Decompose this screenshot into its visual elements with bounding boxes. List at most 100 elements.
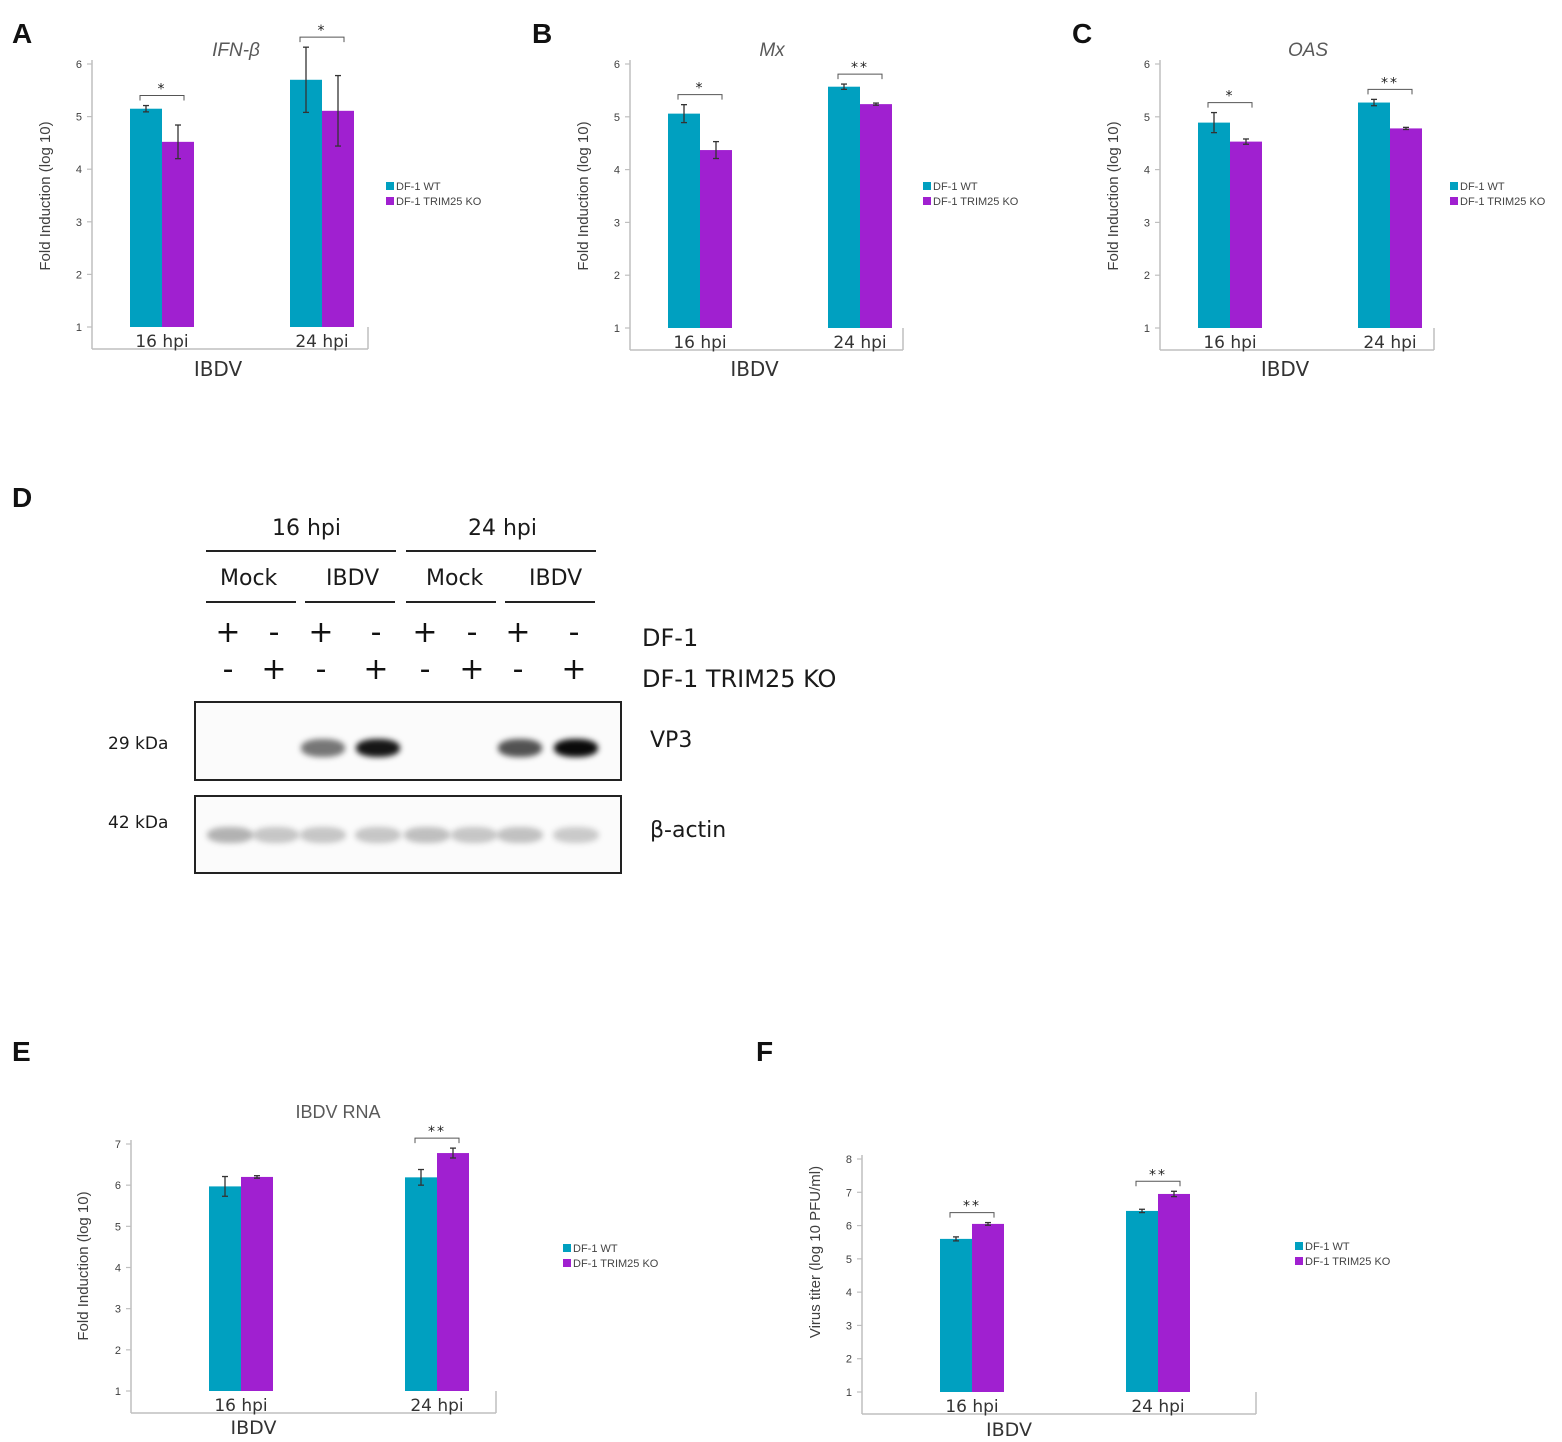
blot-kda-42: 42 kDa bbox=[108, 813, 169, 833]
y-tick-label: 2 bbox=[846, 1354, 852, 1366]
actin-band-lane-1 bbox=[207, 827, 253, 843]
blot-vp3-label: VP3 bbox=[650, 728, 693, 753]
legend-swatch-wt bbox=[1450, 182, 1458, 190]
x-tick-label: 16 hpi bbox=[945, 1397, 998, 1417]
x-tick-label: 16 hpi bbox=[673, 333, 726, 353]
y-tick-label: 7 bbox=[115, 1139, 121, 1151]
blot-divider-mock-1 bbox=[206, 601, 296, 603]
bar-ko-16-hpi bbox=[1230, 141, 1262, 328]
y-tick-label: 5 bbox=[846, 1254, 852, 1266]
blot-divider-ibdv-1 bbox=[305, 601, 395, 603]
blot-divider-24hpi bbox=[406, 550, 596, 552]
x-axis-label: IBDV bbox=[1261, 357, 1310, 381]
df1-sign-lane-2: - bbox=[268, 615, 280, 650]
bar-wt-16-hpi bbox=[130, 108, 162, 328]
legend-label-ko: DF-1 TRIM25 KO bbox=[396, 196, 482, 208]
actin-band-lane-5 bbox=[404, 827, 450, 843]
bar-ko-16-hpi bbox=[162, 141, 194, 327]
chart-title: Mx bbox=[759, 40, 786, 61]
bar-wt-16-hpi bbox=[940, 1238, 972, 1392]
vp3-band-lane-8 bbox=[554, 739, 598, 757]
y-tick-label: 2 bbox=[76, 269, 82, 281]
df1-sign-lane-1: + bbox=[215, 615, 241, 650]
y-tick-label: 4 bbox=[846, 1287, 852, 1299]
significance-label: * bbox=[696, 81, 705, 97]
y-axis-label: Fold Induction (log 10) bbox=[37, 121, 54, 270]
significance-bracket bbox=[139, 95, 185, 101]
legend-label-ko: DF-1 TRIM25 KO bbox=[1460, 196, 1546, 208]
df1-sign-lane-7: + bbox=[505, 615, 531, 650]
blot-condition-mock-2: Mock bbox=[426, 566, 484, 591]
vp3-band-lane-4 bbox=[356, 739, 400, 757]
chart-title: OAS bbox=[1288, 40, 1328, 61]
ko-sign-lane-7: - bbox=[512, 652, 524, 687]
chart-group-e: 1 2 3 4 5 6 7 Fold Induction (log 10) IBDV RNA 16… bbox=[75, 1102, 659, 1439]
y-axis-label: Fold Induction (log 10) bbox=[575, 121, 592, 270]
ko-sign-lane-1: - bbox=[222, 652, 234, 687]
df1-sign-lane-8: - bbox=[568, 615, 580, 650]
panel-letter-e: E bbox=[12, 1036, 31, 1067]
panel-letter-b: B bbox=[532, 18, 553, 49]
legend-swatch-wt bbox=[1295, 1242, 1303, 1250]
legend-label-wt: DF-1 WT bbox=[573, 1243, 618, 1255]
chart-group-b: 1 2 3 4 5 6 Fold Induction (log 10) Mx * 16 hpi **… bbox=[575, 40, 1019, 381]
legend-label-wt: DF-1 WT bbox=[933, 181, 978, 193]
panel-letter-d: D bbox=[12, 482, 33, 513]
panel-letter-f: F bbox=[756, 1036, 774, 1067]
x-tick-label: 16 hpi bbox=[1203, 333, 1256, 353]
bar-wt-24-hpi bbox=[290, 79, 322, 327]
y-tick-label: 5 bbox=[115, 1221, 121, 1233]
y-tick-label: 4 bbox=[1144, 165, 1150, 177]
chart-title: IBDV RNA bbox=[295, 1102, 380, 1122]
x-tick-label: 24 hpi bbox=[833, 333, 886, 353]
chart-group-a: 1 2 3 4 5 6 Fold Induction (log 10) IFN-β * 16 hp… bbox=[37, 23, 482, 381]
panel-letter-c: C bbox=[1072, 18, 1093, 49]
y-tick-label: 1 bbox=[1144, 323, 1150, 335]
actin-band-lane-3 bbox=[300, 827, 346, 843]
x-axis-label: IBDV bbox=[231, 1417, 277, 1439]
y-axis-label: Fold Induction (log 10) bbox=[75, 1191, 92, 1340]
significance-bracket bbox=[1207, 102, 1253, 108]
blot-condition-ibdv-1: IBDV bbox=[326, 566, 380, 591]
legend-label-ko: DF-1 TRIM25 KO bbox=[933, 196, 1019, 208]
significance-label: * bbox=[1226, 89, 1235, 105]
y-tick-label: 5 bbox=[614, 112, 620, 124]
vp3-band-lane-3 bbox=[301, 739, 345, 757]
y-tick-label: 1 bbox=[76, 322, 82, 334]
significance-bracket bbox=[299, 36, 345, 43]
y-tick-label: 1 bbox=[846, 1387, 852, 1399]
significance-label: ** bbox=[1149, 1167, 1167, 1183]
legend-label-ko: DF-1 TRIM25 KO bbox=[1305, 1256, 1391, 1268]
y-tick-label: 7 bbox=[846, 1187, 852, 1199]
y-tick-label: 6 bbox=[846, 1221, 852, 1233]
bar-wt-16-hpi bbox=[1198, 122, 1230, 328]
actin-band-lane-4 bbox=[355, 827, 401, 843]
x-tick-label: 24 hpi bbox=[1363, 333, 1416, 353]
blot-vp3-membrane bbox=[194, 701, 622, 781]
legend-swatch-ko bbox=[386, 197, 394, 205]
legend-swatch-ko bbox=[1450, 197, 1458, 205]
blot-divider-mock-2 bbox=[406, 601, 496, 603]
ko-sign-lane-2: + bbox=[261, 652, 287, 687]
vp3-band-lane-7 bbox=[498, 739, 542, 757]
blot-condition-ibdv-2: IBDV bbox=[529, 566, 583, 591]
actin-band-lane-2 bbox=[253, 827, 299, 843]
chart-group-f: 1 2 3 4 5 6 7 8 Virus titer (log 10 PFU/ml) ** 16 … bbox=[807, 1154, 1391, 1441]
legend-swatch-ko bbox=[1295, 1257, 1303, 1265]
bar-ko-16-hpi bbox=[700, 150, 732, 328]
chart-group-c: 1 2 3 4 5 6 Fold Induction (log 10) OAS * 16 hpi *… bbox=[1105, 40, 1546, 381]
significance-bracket bbox=[1135, 1180, 1181, 1187]
bar-wt-16-hpi bbox=[668, 113, 700, 328]
x-axis-label: IBDV bbox=[986, 1419, 1032, 1441]
panel-letter-a: A bbox=[12, 18, 33, 49]
legend-label-wt: DF-1 WT bbox=[1305, 1241, 1350, 1253]
y-tick-label: 3 bbox=[115, 1304, 121, 1316]
df1-sign-lane-3: + bbox=[308, 615, 334, 650]
significance-bracket bbox=[677, 94, 723, 100]
blot-divider-ibdv-2 bbox=[505, 601, 595, 603]
significance-label: * bbox=[318, 23, 327, 39]
ko-sign-lane-3: - bbox=[315, 652, 327, 687]
